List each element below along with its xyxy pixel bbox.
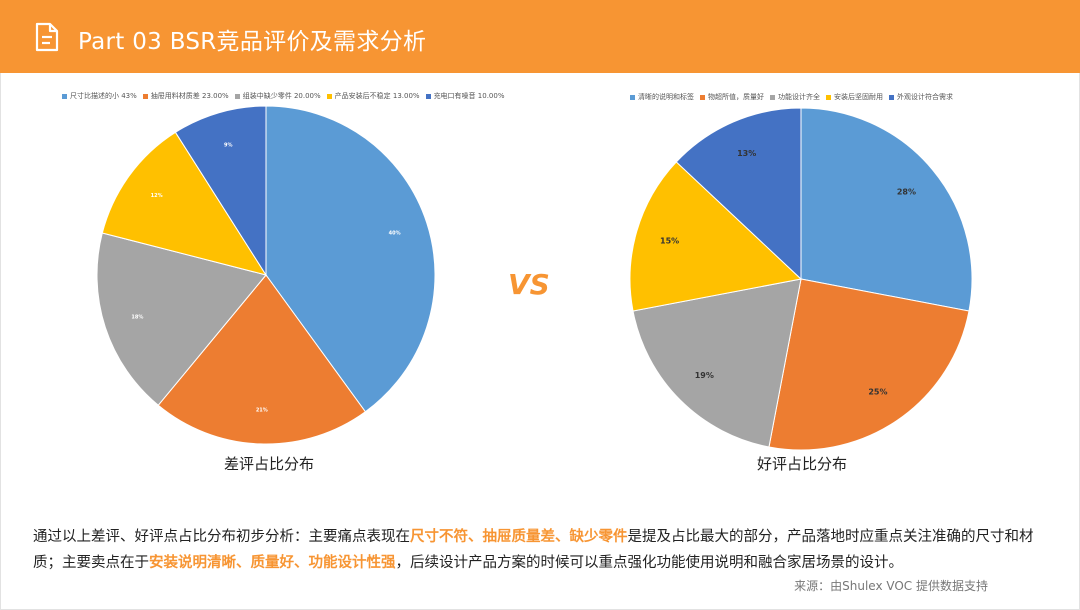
- pie-slice-1-4: [675, 107, 802, 281]
- pie-data-label-0-3: 12%: [151, 193, 163, 199]
- legend-item: 物超所值，质量好: [700, 92, 764, 102]
- legend-label: 安装后坚固耐用: [834, 93, 883, 101]
- analysis-highlight-pain-points: 尺寸不符、抽屉质量差、缺少零件: [410, 529, 628, 545]
- pie-data-label-0-2: 18%: [131, 314, 143, 320]
- pie-slice-0-4: [174, 105, 267, 277]
- analysis-part-2: 是提及占比最大的部分，产品落地时应重点关注准确的尺寸和材质；主要卖点在于: [33, 529, 1034, 571]
- right-chart-legend: 清晰的说明和标签 物超所值，质量好 功能设计齐全 安装后坚固耐用 外观设计符合需求: [630, 92, 959, 102]
- legend-item: 清晰的说明和标签: [630, 92, 694, 102]
- legend-item: 外观设计符合需求: [889, 92, 953, 102]
- document-icon: [35, 22, 59, 52]
- pie-slice-1-3: [629, 161, 803, 312]
- pie-slice-1-2: [632, 278, 802, 448]
- legend-item: 抽屉用料材质差 23.00%: [142, 91, 229, 101]
- pie-data-label-1-0: 28%: [897, 187, 916, 196]
- pie-slice-0-3: [101, 131, 268, 276]
- pie-data-label-1-3: 15%: [660, 236, 679, 245]
- pie-data-label-1-1: 25%: [868, 388, 887, 397]
- left-chart-title: 差评占比分布: [224, 455, 315, 473]
- legend-swatch: [770, 94, 775, 100]
- pie-charts: 40% 21% 18% 12% 9% 28% 25% 19% 15% 13%: [96, 105, 973, 451]
- legend-swatch: [889, 94, 894, 100]
- legend-item: 安装后坚固耐用: [826, 92, 883, 102]
- page-title: Part 03 BSR竞品评价及需求分析: [78, 29, 427, 55]
- legend-label: 物超所值，质量好: [708, 93, 764, 101]
- pie-data-label-0-0: 40%: [389, 231, 401, 237]
- legend-item: 功能设计齐全: [770, 92, 820, 102]
- pie-data-label-0-1: 21%: [256, 408, 268, 414]
- legend-label: 抽屉用料材质差 23.00%: [150, 92, 229, 100]
- pie-data-label-1-4: 13%: [737, 149, 756, 158]
- pie-slice-1-1: [768, 278, 970, 451]
- pie-slice-0-2: [96, 232, 267, 406]
- pie-slice-1-0: [800, 107, 973, 312]
- legend-label: 充电口有噪音 10.00%: [433, 92, 505, 100]
- analysis-part-3: ，后续设计产品方案的时候可以重点强化功能使用说明和融合家居场景的设计。: [395, 555, 904, 571]
- legend-swatch: [62, 93, 67, 99]
- analysis-text: 通过以上差评、好评点占比分布初步分析：主要痛点表现在尺寸不符、抽屉质量差、缺少零…: [33, 524, 1053, 576]
- legend-swatch: [700, 94, 705, 100]
- analysis-highlight-selling-points: 安装说明清晰、质量好、功能设计性强: [149, 555, 396, 571]
- header-bar: Part 03 BSR竞品评价及需求分析: [0, 0, 1080, 73]
- right-chart-title: 好评占比分布: [756, 455, 847, 473]
- left-chart-legend: 尺寸比描述的小 43% 抽屉用料材质差 23.00% 组装中缺少零件 20.00% 产…: [62, 91, 510, 101]
- legend-swatch: [234, 93, 240, 99]
- legend-item: 充电口有噪音 10.00%: [425, 91, 505, 101]
- pie-data-label-1-2: 19%: [695, 371, 714, 380]
- pie-slice-0-1: [157, 274, 367, 445]
- pie-slice-0-0: [265, 105, 436, 413]
- legend-label: 尺寸比描述的小 43%: [70, 92, 137, 100]
- legend-swatch: [826, 94, 831, 100]
- legend-swatch: [630, 94, 635, 100]
- legend-item: 产品安装后不稳定 13.00%: [326, 91, 420, 101]
- legend-label: 功能设计齐全: [778, 93, 820, 101]
- legend-swatch: [142, 93, 148, 99]
- legend-label: 清晰的说明和标签: [638, 93, 694, 101]
- legend-swatch: [326, 93, 332, 99]
- legend-label: 产品安装后不稳定 13.00%: [334, 92, 420, 100]
- legend-label: 外观设计符合需求: [897, 93, 953, 101]
- pie-data-label-0-4: 9%: [224, 143, 233, 149]
- source-note: 来源：由Shulex VOC 提供数据支持: [794, 579, 988, 593]
- legend-item: 组装中缺少零件 20.00%: [234, 91, 321, 101]
- vs-label: VS: [508, 268, 550, 301]
- legend-label: 组装中缺少零件 20.00%: [242, 92, 321, 100]
- legend-swatch: [425, 93, 431, 99]
- analysis-part-1: 通过以上差评、好评点占比分布初步分析：主要痛点表现在: [33, 529, 410, 545]
- legend-item: 尺寸比描述的小 43%: [62, 91, 137, 101]
